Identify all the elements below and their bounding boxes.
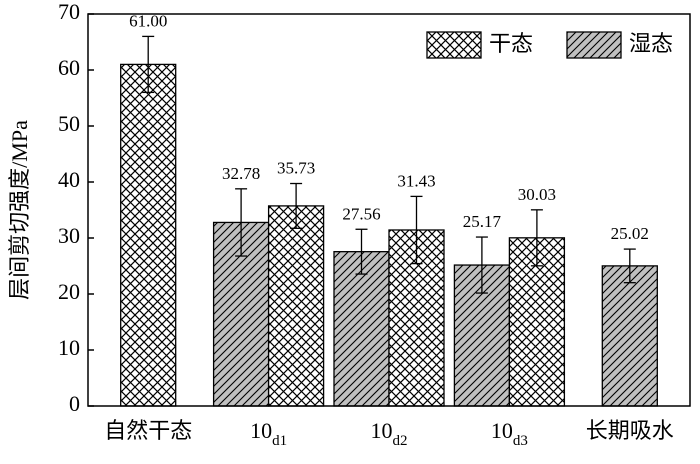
x-tick-sub: d1	[272, 433, 287, 449]
legend-swatch	[566, 31, 622, 59]
x-tick-main: 10	[371, 418, 393, 443]
bar	[333, 251, 390, 407]
y-tick-label: 50	[58, 111, 80, 136]
error-bar	[475, 236, 488, 294]
bar	[601, 265, 658, 407]
value-label: 30.03	[518, 185, 556, 204]
y-tick-label: 40	[58, 167, 80, 192]
error-bar	[530, 209, 543, 267]
legend-label: 湿态	[629, 31, 673, 56]
value-label: 35.73	[277, 159, 315, 178]
legend: 干态 湿态	[415, 27, 685, 63]
y-tick-label: 60	[58, 55, 80, 80]
value-label: 27.56	[342, 204, 380, 223]
x-tick-label: 自然干态	[104, 418, 192, 443]
x-tick-main: 10	[250, 418, 272, 443]
plot-frame	[87, 13, 691, 407]
x-tick-label: 10d2	[371, 418, 408, 449]
x-tick-main: 10	[491, 418, 513, 443]
value-label: 25.02	[611, 224, 649, 243]
x-tick-label: 10d1	[250, 418, 287, 449]
y-tick-label: 20	[58, 279, 80, 304]
legend-label: 干态	[489, 31, 533, 56]
y-tick-label: 30	[58, 223, 80, 248]
value-label: 61.00	[129, 11, 167, 30]
error-bar	[355, 228, 368, 275]
value-label: 31.43	[397, 171, 435, 190]
value-label: 32.78	[222, 164, 260, 183]
legend-swatch	[426, 31, 482, 59]
error-bar	[290, 182, 303, 229]
x-tick-label: 长期吸水	[586, 418, 674, 443]
error-bar	[410, 195, 423, 265]
bar	[267, 205, 325, 407]
bar	[120, 63, 177, 407]
error-bar	[623, 248, 636, 284]
error-bar	[142, 35, 155, 94]
x-tick-sub: d2	[393, 433, 408, 449]
value-label: 25.17	[463, 212, 502, 231]
y-tick-label: 10	[58, 335, 80, 360]
x-tick-label: 10d3	[491, 418, 528, 449]
y-tick-label: 70	[58, 0, 80, 24]
error-bar	[235, 188, 248, 257]
y-axis-label: 层间剪切强度/MPa	[7, 120, 32, 300]
y-tick-label: 0	[69, 391, 80, 416]
x-tick-sub: d3	[513, 433, 528, 449]
